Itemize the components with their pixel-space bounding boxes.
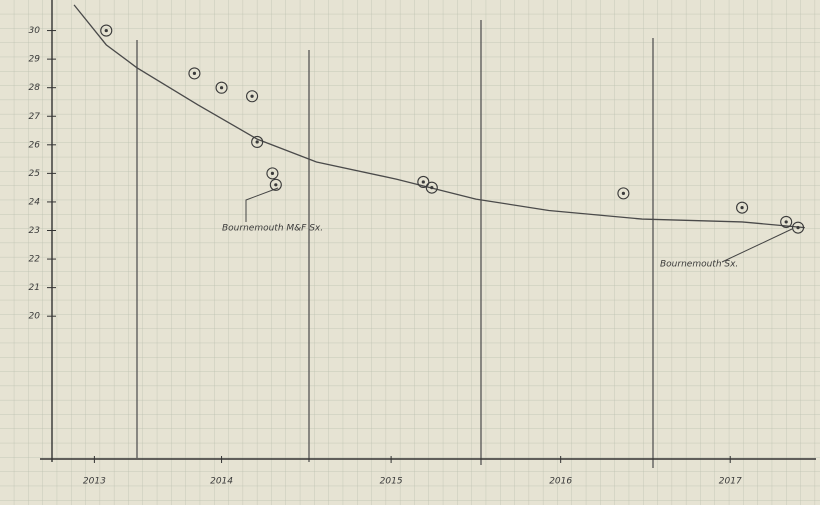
point-core <box>104 28 108 33</box>
annotation: Bournemouth Sx. <box>660 260 738 270</box>
point-core <box>270 171 275 175</box>
point <box>269 178 282 191</box>
x-tick-label: 2015 <box>380 477 403 487</box>
x-tick-label: 2013 <box>83 477 106 487</box>
annotation: Bournemouth M&F Sx. <box>222 224 323 234</box>
y-tick-label: 24 <box>29 197 41 207</box>
y-tick-label: 25 <box>29 169 41 179</box>
leader <box>721 228 793 263</box>
point-core <box>255 140 259 144</box>
point-core <box>219 86 224 90</box>
point-core <box>250 94 254 98</box>
y-tick-label: 20 <box>29 312 41 322</box>
point <box>617 187 630 200</box>
y-tick-label: 29 <box>29 55 41 65</box>
point-core <box>192 71 197 76</box>
point <box>791 221 805 234</box>
year-dividers <box>136 20 654 468</box>
x-tick-label: 2016 <box>549 477 572 487</box>
point-core <box>796 226 800 230</box>
point-core <box>430 186 434 190</box>
point-core <box>274 183 278 187</box>
point <box>736 201 749 214</box>
point <box>100 24 113 37</box>
point <box>417 175 430 188</box>
point <box>425 181 438 194</box>
y-tick-label: 27 <box>29 112 41 122</box>
point <box>188 67 201 80</box>
annotation-leaders <box>245 187 793 263</box>
y-tick-label: 30 <box>29 26 41 36</box>
point <box>780 215 793 228</box>
point <box>215 81 228 94</box>
point <box>266 167 279 180</box>
y-tick-label: 26 <box>29 140 41 150</box>
point-core <box>421 180 425 184</box>
point-core <box>740 206 744 210</box>
y-tick-label: 28 <box>29 83 41 93</box>
y-tick-label: 21 <box>29 283 40 293</box>
x-tick-label: 2017 <box>719 477 742 487</box>
point-core <box>784 220 788 224</box>
leader <box>245 187 279 222</box>
y-tick-label: 22 <box>29 255 41 265</box>
y-tick-label: 23 <box>29 226 41 236</box>
x-tick-label: 2014 <box>210 477 233 487</box>
point <box>246 90 259 103</box>
point <box>251 135 264 149</box>
trend-line <box>73 4 805 229</box>
point-core <box>621 191 626 195</box>
